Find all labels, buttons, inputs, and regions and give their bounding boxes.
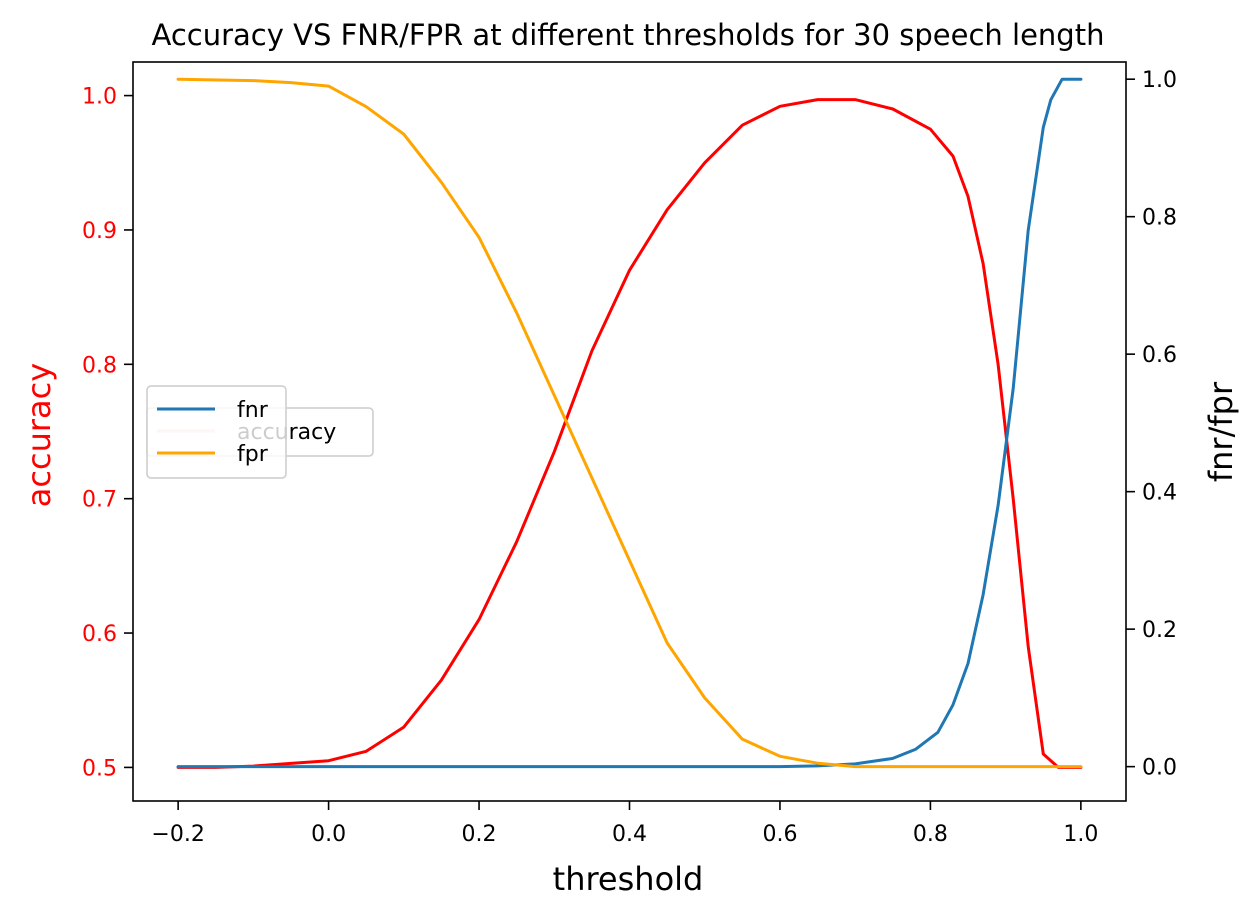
legend-right: fnr fpr bbox=[146, 385, 287, 479]
y-left-tick-label: 0.5 bbox=[82, 756, 117, 781]
y-right-tick-label: 0.2 bbox=[1142, 618, 1177, 643]
y-left-tick-label: 0.9 bbox=[82, 219, 117, 244]
x-tick-label: 0.0 bbox=[311, 822, 346, 847]
x-tick-label: 0.2 bbox=[462, 822, 497, 847]
y-right-tick-label: 0.4 bbox=[1142, 481, 1177, 506]
legend-fnr-label: fnr bbox=[237, 398, 269, 423]
y-left-tick-label: 0.6 bbox=[82, 622, 117, 647]
y-right-tick-label: 0.8 bbox=[1142, 206, 1177, 231]
y-right-tick-label: 0.6 bbox=[1142, 343, 1177, 368]
x-tick-label: 0.4 bbox=[612, 822, 647, 847]
series-line-fnr bbox=[176, 77, 1083, 769]
legend-fpr-label: fpr bbox=[237, 442, 269, 467]
x-tick-label: 0.6 bbox=[762, 822, 797, 847]
y-left-axis-label: accuracy bbox=[20, 363, 58, 507]
y-right-tick-label: 0.0 bbox=[1142, 756, 1177, 781]
x-tick-label: −0.2 bbox=[151, 822, 204, 847]
x-axis-label: threshold bbox=[553, 860, 704, 898]
x-axis-ticks: −0.2 0.0 0.2 0.4 0.6 0.8 1.0 bbox=[151, 801, 1098, 847]
y-right-axis-label: fnr/fpr bbox=[1202, 381, 1240, 482]
series-line-accuracy bbox=[176, 98, 1083, 769]
x-tick-label: 1.0 bbox=[1063, 822, 1098, 847]
y-left-tick-label: 0.8 bbox=[82, 353, 117, 378]
y-left-tick-label: 0.7 bbox=[82, 488, 117, 513]
y-left-axis-ticks: 0.5 0.6 0.7 0.8 0.9 1.0 bbox=[82, 85, 133, 781]
y-left-tick-label: 1.0 bbox=[82, 85, 117, 110]
y-right-axis-ticks: 0.0 0.2 0.4 0.6 0.8 1.0 bbox=[1126, 68, 1177, 781]
chart-title: Accuracy VS FNR/FPR at different thresho… bbox=[152, 18, 1105, 52]
series-layer bbox=[176, 77, 1083, 769]
series-line-fpr bbox=[176, 77, 1083, 769]
x-tick-label: 0.8 bbox=[913, 822, 948, 847]
y-right-tick-label: 1.0 bbox=[1142, 68, 1177, 93]
